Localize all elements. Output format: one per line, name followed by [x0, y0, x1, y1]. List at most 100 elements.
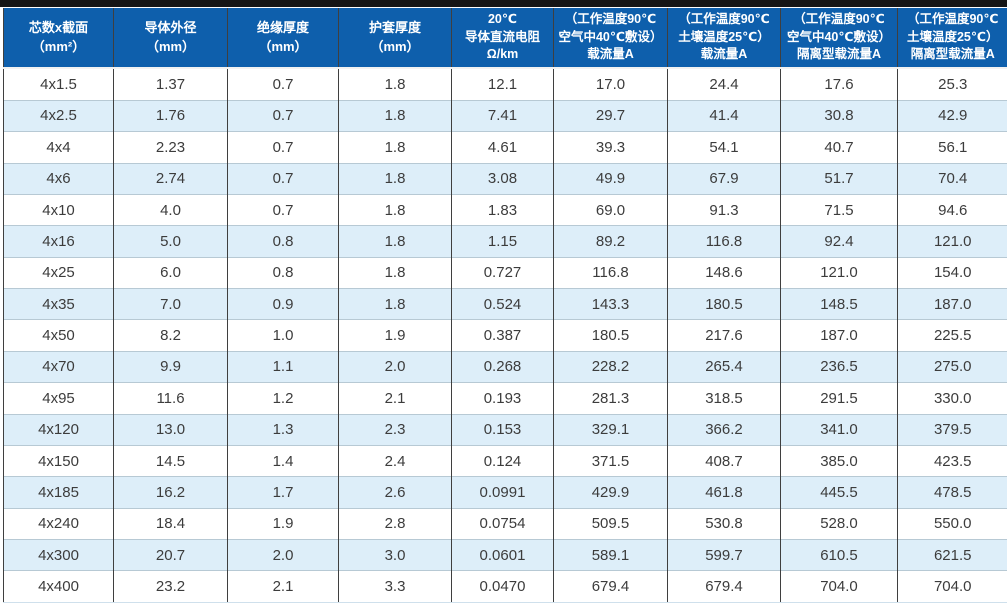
cell-dc-resistance: 3.08: [451, 162, 554, 195]
cell-sheath-thickness: 1.8: [338, 131, 452, 163]
cell-isolated-ampacity-soil: 621.5: [897, 538, 1007, 571]
cell-ampacity-air: 143.3: [553, 287, 668, 320]
cell-conductor-od: 13.0: [113, 413, 228, 446]
cell-core-size: 4x185: [3, 476, 114, 509]
cell-sheath-thickness: 2.6: [338, 476, 452, 509]
cell-ampacity-soil: 180.5: [667, 287, 781, 320]
cell-isolated-ampacity-air: 236.5: [780, 350, 898, 383]
cell-isolated-ampacity-soil: 478.5: [897, 476, 1007, 509]
cell-isolated-ampacity-soil: 550.0: [897, 507, 1007, 540]
cell-ampacity-soil: 408.7: [667, 444, 781, 477]
header-line: 导体直流电阻: [464, 29, 540, 44]
col-header-dc-resistance: 20℃ 导体直流电阻 Ω/km: [451, 8, 554, 69]
header-line: 隔离型载流量A: [910, 47, 995, 62]
cell-isolated-ampacity-air: 385.0: [780, 444, 898, 477]
cell-isolated-ampacity-soil: 379.5: [897, 413, 1007, 446]
cell-sheath-thickness: 1.8: [338, 256, 452, 289]
cell-isolated-ampacity-soil: 154.0: [897, 256, 1007, 289]
cell-sheath-thickness: 1.8: [338, 68, 452, 101]
cell-core-size: 4x70: [3, 350, 114, 383]
col-header-conductor-od: 导体外径 （mm）: [113, 8, 228, 69]
cell-dc-resistance: 0.0991: [451, 476, 554, 509]
cell-sheath-thickness: 2.1: [338, 382, 452, 414]
cell-conductor-od: 9.9: [113, 350, 228, 383]
cell-ampacity-air: 39.3: [553, 131, 668, 163]
cell-sheath-thickness: 1.8: [338, 193, 452, 226]
cell-ampacity-air: 509.5: [553, 507, 668, 540]
cell-insulation-thickness: 0.7: [227, 162, 339, 195]
cell-sheath-thickness: 1.8: [338, 162, 452, 195]
table-body: 4x1.5 1.37 0.7 1.8 12.1 17.0 24.4 17.6 2…: [3, 68, 1007, 603]
cell-dc-resistance: 0.193: [451, 382, 554, 414]
cell-ampacity-soil: 679.4: [667, 570, 781, 603]
cell-ampacity-air: 228.2: [553, 350, 668, 383]
cell-isolated-ampacity-air: 704.0: [780, 570, 898, 603]
table-row: 4x150 14.5 1.4 2.4 0.124 371.5 408.7 385…: [3, 444, 1007, 477]
cell-ampacity-soil: 318.5: [667, 382, 781, 414]
cell-insulation-thickness: 0.9: [227, 287, 339, 320]
header-line: 芯数x截面: [28, 19, 89, 35]
cell-ampacity-air: 281.3: [553, 382, 668, 414]
table-row: 4x300 20.7 2.0 3.0 0.0601 589.1 599.7 61…: [3, 538, 1007, 571]
table-row: 4x6 2.74 0.7 1.8 3.08 49.9 67.9 51.7 70.…: [3, 162, 1007, 195]
header-line: （工作温度90℃: [564, 12, 657, 27]
cell-isolated-ampacity-soil: 423.5: [897, 444, 1007, 477]
cell-conductor-od: 14.5: [113, 444, 228, 477]
cell-insulation-thickness: 0.7: [227, 193, 339, 226]
cell-conductor-od: 6.0: [113, 256, 228, 289]
cell-ampacity-soil: 599.7: [667, 538, 781, 571]
header-line: Ω/km: [486, 47, 519, 62]
header-line: （工作温度90℃: [906, 12, 999, 27]
cell-isolated-ampacity-soil: 330.0: [897, 382, 1007, 414]
cell-dc-resistance: 4.61: [451, 131, 554, 163]
cell-sheath-thickness: 2.8: [338, 507, 452, 540]
cell-conductor-od: 20.7: [113, 538, 228, 571]
table-row: 4x35 7.0 0.9 1.8 0.524 143.3 180.5 148.5…: [3, 287, 1007, 320]
table-row: 4x240 18.4 1.9 2.8 0.0754 509.5 530.8 52…: [3, 507, 1007, 540]
cell-core-size: 4x6: [3, 162, 114, 195]
cell-ampacity-air: 29.7: [553, 99, 668, 132]
cell-dc-resistance: 0.727: [451, 256, 554, 289]
cell-sheath-thickness: 1.8: [338, 225, 452, 258]
cell-conductor-od: 1.76: [113, 99, 228, 132]
cell-isolated-ampacity-soil: 25.3: [897, 68, 1007, 101]
cell-ampacity-soil: 148.6: [667, 256, 781, 289]
cell-ampacity-soil: 24.4: [667, 68, 781, 101]
cell-conductor-od: 8.2: [113, 319, 228, 352]
cell-dc-resistance: 0.153: [451, 413, 554, 446]
cell-insulation-thickness: 2.1: [227, 570, 339, 603]
cell-isolated-ampacity-air: 71.5: [780, 193, 898, 226]
cell-ampacity-soil: 265.4: [667, 350, 781, 383]
cell-insulation-thickness: 0.8: [227, 256, 339, 289]
cell-core-size: 4x10: [3, 193, 114, 226]
col-header-core-size: 芯数x截面 （mm²）: [3, 8, 114, 69]
cell-sheath-thickness: 2.3: [338, 413, 452, 446]
cell-insulation-thickness: 0.7: [227, 131, 339, 163]
cell-conductor-od: 11.6: [113, 382, 228, 414]
header-line: （mm²）: [31, 38, 86, 54]
cell-isolated-ampacity-air: 92.4: [780, 225, 898, 258]
table-row: 4x50 8.2 1.0 1.9 0.387 180.5 217.6 187.0…: [3, 319, 1007, 352]
cell-isolated-ampacity-soil: 70.4: [897, 162, 1007, 195]
cell-isolated-ampacity-soil: 94.6: [897, 193, 1007, 226]
col-header-isolated-ampacity-soil: （工作温度90℃ 土壤温度25℃） 隔离型载流量A: [897, 8, 1007, 69]
cell-conductor-od: 16.2: [113, 476, 228, 509]
table-row: 4x95 11.6 1.2 2.1 0.193 281.3 318.5 291.…: [3, 382, 1007, 414]
cell-isolated-ampacity-soil: 121.0: [897, 225, 1007, 258]
cell-insulation-thickness: 0.8: [227, 225, 339, 258]
col-header-ampacity-air: （工作温度90℃ 空气中40℃敷设） 载流量A: [553, 8, 668, 69]
table-row: 4x185 16.2 1.7 2.6 0.0991 429.9 461.8 44…: [3, 476, 1007, 509]
cell-insulation-thickness: 1.4: [227, 444, 339, 477]
header-line: （工作温度90℃: [793, 12, 885, 27]
table-row: 4x16 5.0 0.8 1.8 1.15 89.2 116.8 92.4 12…: [3, 225, 1007, 258]
cell-core-size: 4x150: [3, 444, 114, 477]
header-line: 土壤温度25℃）: [678, 29, 770, 44]
header-line: （工作温度90℃: [678, 12, 770, 27]
cell-dc-resistance: 0.524: [451, 287, 554, 320]
cell-ampacity-air: 69.0: [553, 193, 668, 226]
cell-isolated-ampacity-air: 51.7: [780, 162, 898, 195]
cell-core-size: 4x240: [3, 507, 114, 540]
cell-dc-resistance: 0.124: [451, 444, 554, 477]
cell-conductor-od: 7.0: [113, 287, 228, 320]
